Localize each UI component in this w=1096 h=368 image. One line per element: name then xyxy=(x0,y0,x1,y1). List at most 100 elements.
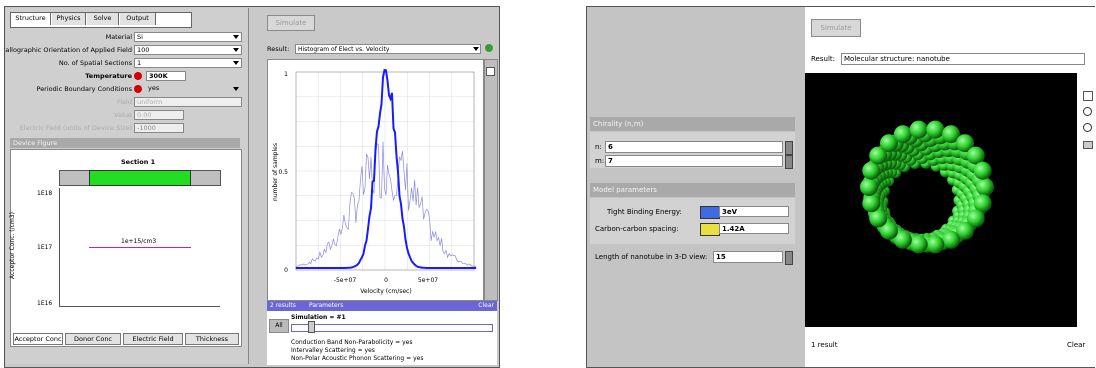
nanotube-render xyxy=(860,120,994,254)
simulation-slider[interactable] xyxy=(291,324,493,332)
ytick-label: 0.5 xyxy=(278,169,288,176)
sections-select[interactable]: 1 xyxy=(134,58,242,68)
zoom-in-icon[interactable] xyxy=(1083,107,1092,116)
atom-sphere xyxy=(880,134,898,153)
right-app-window: Chirality (n,m) n: 6 m: 7 Model paramete… xyxy=(586,6,1095,368)
efield-field[interactable]: -1000 xyxy=(134,123,184,133)
m-spinner-icon[interactable] xyxy=(785,155,793,169)
n-field[interactable]: 6 xyxy=(605,141,783,153)
temperature-label: Temperature xyxy=(85,72,132,80)
doping-line xyxy=(89,247,191,248)
m-label: m: xyxy=(595,157,605,165)
atom-sphere xyxy=(942,230,961,249)
length-label: Length of nanotube in 3-D view: xyxy=(595,253,708,261)
length-spinner-icon[interactable] xyxy=(785,251,793,265)
clear-button[interactable]: Clear xyxy=(478,302,494,309)
atom-sphere xyxy=(862,194,881,213)
ytick-label: 1 xyxy=(284,71,288,78)
chart-tool-icon[interactable] xyxy=(486,67,495,76)
atom-sphere xyxy=(966,146,985,165)
tab-output[interactable]: Output xyxy=(120,13,156,25)
left-app-window: Structure Physics Solve Output Material … xyxy=(4,6,500,368)
reset-view-icon[interactable] xyxy=(1083,91,1093,101)
atom-sphere xyxy=(942,125,961,144)
ytick-label: 1E18 xyxy=(37,190,53,197)
result-select[interactable]: Molecular structure: nanotube xyxy=(841,53,1085,65)
slider-thumb-icon[interactable] xyxy=(308,321,315,333)
tab-solve[interactable]: Solve xyxy=(87,13,119,25)
results-area: All Simulation = #1 Conduction Band Non-… xyxy=(267,311,497,365)
ytick-label: 0 xyxy=(284,267,288,274)
y-axis-label: number of samples xyxy=(272,143,279,201)
all-button[interactable]: All xyxy=(269,319,289,333)
efield-label: Electric Field (units of Device Size) xyxy=(19,124,132,132)
length-field[interactable]: 15 xyxy=(713,251,783,263)
xtick-label: 0 xyxy=(384,277,388,284)
result-select[interactable]: Histogram of Elect vs. Velocity xyxy=(295,44,481,54)
tab-acceptor-conc[interactable]: Acceptor Conc xyxy=(13,333,63,345)
pbc-label: Periodic Boundary Conditions xyxy=(36,85,133,93)
device-figure-panel: Section 1 1E18 1E17 1E16 Acceptor Conc. … xyxy=(8,149,242,347)
tb-units-icon[interactable] xyxy=(700,206,720,219)
pbc-select[interactable]: yes xyxy=(148,84,160,92)
atom-sphere xyxy=(869,209,888,228)
tb-label: Tight Binding Energy: xyxy=(607,208,682,216)
cc-units-icon[interactable] xyxy=(700,223,720,236)
material-label: Material xyxy=(105,33,132,41)
y-axis-label: Acceptor Conc. (/cm3) xyxy=(8,212,16,279)
m-field[interactable]: 7 xyxy=(605,155,783,167)
refresh-icon[interactable] xyxy=(485,44,493,52)
clear-button[interactable]: Clear xyxy=(1067,341,1086,349)
chevron-down-icon xyxy=(233,61,239,65)
temperature-field[interactable]: 300K xyxy=(146,71,186,81)
temperature-dial-icon[interactable] xyxy=(134,72,142,80)
input-panel: Structure Physics Solve Output Material … xyxy=(5,8,249,364)
zoom-out-icon[interactable] xyxy=(1083,123,1092,132)
output-panel: Simulate Result: Molecular structure: na… xyxy=(805,7,1095,367)
atom-sphere xyxy=(973,194,992,213)
cc-label: Carbon-carbon spacing: xyxy=(595,225,679,233)
atom-sphere xyxy=(893,125,912,144)
histogram-chart: 1 0.5 0 -5e+07 0 5e+07 Velocity (cm/sec)… xyxy=(272,68,477,295)
result-label: Result: xyxy=(811,55,835,63)
tab-structure[interactable]: Structure xyxy=(11,13,51,25)
chart-scrollbar[interactable] xyxy=(484,59,498,301)
results-count: 1 result xyxy=(811,341,838,349)
tab-physics[interactable]: Physics xyxy=(52,13,86,25)
atom-sphere xyxy=(869,146,888,165)
pbc-toggle-icon[interactable] xyxy=(134,85,142,93)
xtick-label: 5e+07 xyxy=(418,277,438,284)
viewer xyxy=(805,73,1077,327)
chart-panel: 1 0.5 0 -5e+07 0 5e+07 Velocity (cm/sec)… xyxy=(267,59,484,301)
orientation-select[interactable]: 100 xyxy=(134,45,242,55)
chart-grid xyxy=(296,72,474,270)
tab-bar: Structure Physics Solve Output xyxy=(10,12,192,28)
result-label: Result: xyxy=(267,45,290,53)
chevron-down-icon xyxy=(233,48,239,52)
atom-sphere xyxy=(893,230,912,249)
cc-field[interactable]: 1.42A xyxy=(719,223,789,234)
doping-value-label: 1e+15/cm3 xyxy=(121,238,157,245)
tb-field[interactable]: 3eV xyxy=(719,206,789,217)
tab-electric-field[interactable]: Electric Field xyxy=(123,333,183,345)
chevron-down-icon xyxy=(473,47,479,51)
value-field[interactable]: 0.00 xyxy=(134,110,184,120)
material-select[interactable]: Si xyxy=(134,32,242,42)
view-3d-icon[interactable] xyxy=(1083,141,1093,149)
atom-sphere xyxy=(956,221,974,240)
atom-sphere xyxy=(966,209,985,228)
series-bold-line xyxy=(295,68,477,269)
chevron-down-icon xyxy=(233,87,239,91)
atom-sphere xyxy=(860,178,878,196)
xtick-label: -5e+07 xyxy=(334,277,357,284)
doping-plot-area xyxy=(59,188,220,307)
device-figure-header: Device Figure xyxy=(10,138,240,148)
tab-thickness[interactable]: Thickness xyxy=(185,333,239,345)
nanotube-atoms xyxy=(860,120,994,254)
simulate-button[interactable]: Simulate xyxy=(267,15,315,31)
param-line: Intervalley Scattering = yes xyxy=(291,347,375,354)
simulate-button[interactable]: Simulate xyxy=(811,19,861,37)
n-spinner-icon[interactable] xyxy=(785,141,793,155)
tab-donor-conc[interactable]: Donor Conc xyxy=(65,333,121,345)
field-select[interactable]: uniform xyxy=(134,97,242,107)
